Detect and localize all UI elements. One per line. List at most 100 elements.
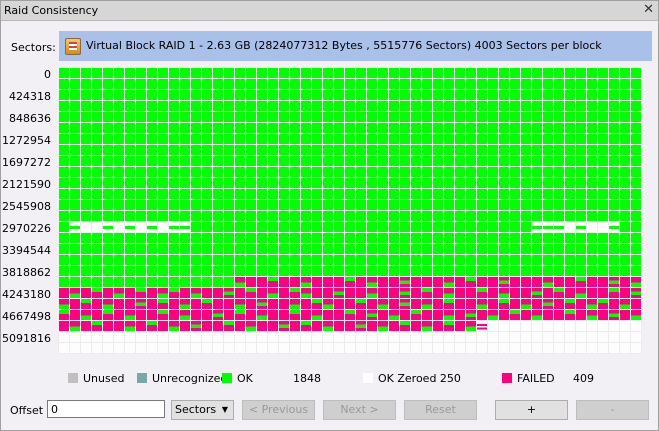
ok-block[interactable]: [477, 189, 487, 199]
ok-block[interactable]: [499, 200, 509, 210]
ok-block[interactable]: [147, 112, 157, 122]
zeroed-block[interactable]: [553, 331, 565, 343]
ok-block[interactable]: [631, 79, 641, 89]
ok-block[interactable]: [213, 167, 223, 177]
ok-block[interactable]: [576, 266, 586, 276]
zeroed-block[interactable]: [245, 342, 257, 354]
ok-block[interactable]: [565, 123, 575, 133]
ok-block[interactable]: [565, 244, 575, 254]
ok-block[interactable]: [202, 255, 212, 265]
ok-block[interactable]: [389, 233, 399, 243]
ok-block[interactable]: [345, 233, 355, 243]
ok-block[interactable]: [114, 189, 124, 199]
ok-block[interactable]: [477, 134, 487, 144]
ok-block[interactable]: [532, 233, 542, 243]
failed-block[interactable]: [235, 321, 245, 331]
failed-block[interactable]: [587, 299, 597, 309]
ok-block[interactable]: [543, 112, 553, 122]
ok-block[interactable]: [510, 79, 520, 89]
ok-block[interactable]: [554, 145, 564, 155]
ok-block[interactable]: [543, 79, 553, 89]
ok-block[interactable]: [587, 255, 597, 265]
failed-block[interactable]: [235, 277, 245, 287]
ok-block[interactable]: [235, 167, 245, 177]
failed-block[interactable]: [323, 310, 333, 320]
ok-block[interactable]: [323, 200, 333, 210]
ok-block[interactable]: [268, 244, 278, 254]
ok-block[interactable]: [554, 101, 564, 111]
ok-block[interactable]: [444, 255, 454, 265]
ok-block[interactable]: [378, 222, 388, 232]
ok-block[interactable]: [576, 167, 586, 177]
ok-block[interactable]: [334, 112, 344, 122]
ok-block[interactable]: [257, 90, 267, 100]
failed-block[interactable]: [455, 310, 465, 320]
failed-block[interactable]: [367, 277, 377, 287]
ok-block[interactable]: [499, 222, 509, 232]
zeroed-block[interactable]: [344, 342, 356, 354]
ok-block[interactable]: [378, 156, 388, 166]
ok-block[interactable]: [499, 123, 509, 133]
ok-block[interactable]: [246, 266, 256, 276]
ok-block[interactable]: [235, 189, 245, 199]
ok-block[interactable]: [257, 156, 267, 166]
ok-block[interactable]: [499, 233, 509, 243]
failed-block[interactable]: [587, 310, 597, 320]
ok-block[interactable]: [279, 101, 289, 111]
zeroed-block[interactable]: [311, 342, 323, 354]
ok-block[interactable]: [609, 255, 619, 265]
failed-block[interactable]: [565, 288, 575, 298]
ok-block[interactable]: [235, 244, 245, 254]
ok-block[interactable]: [444, 200, 454, 210]
ok-block[interactable]: [389, 167, 399, 177]
ok-block[interactable]: [59, 277, 69, 287]
failed-block[interactable]: [543, 277, 553, 287]
failed-block[interactable]: [312, 299, 322, 309]
ok-block[interactable]: [499, 134, 509, 144]
ok-block[interactable]: [356, 156, 366, 166]
ok-block[interactable]: [609, 266, 619, 276]
ok-block[interactable]: [345, 112, 355, 122]
ok-block[interactable]: [631, 123, 641, 133]
failed-block[interactable]: [158, 321, 168, 331]
ok-block[interactable]: [224, 101, 234, 111]
zeroed-block[interactable]: [564, 342, 576, 354]
ok-block[interactable]: [213, 255, 223, 265]
ok-block[interactable]: [631, 167, 641, 177]
ok-block[interactable]: [180, 79, 190, 89]
failed-block[interactable]: [191, 299, 201, 309]
ok-block[interactable]: [70, 134, 80, 144]
ok-block[interactable]: [411, 101, 421, 111]
ok-block[interactable]: [499, 101, 509, 111]
ok-block[interactable]: [103, 255, 113, 265]
ok-block[interactable]: [224, 167, 234, 177]
ok-block[interactable]: [191, 68, 201, 78]
ok-block[interactable]: [389, 123, 399, 133]
ok-block[interactable]: [631, 266, 641, 276]
ok-block[interactable]: [587, 266, 597, 276]
failed-block[interactable]: [103, 299, 113, 309]
ok-block[interactable]: [257, 200, 267, 210]
ok-block[interactable]: [565, 156, 575, 166]
ok-block[interactable]: [367, 211, 377, 221]
ok-block[interactable]: [631, 244, 641, 254]
ok-block[interactable]: [180, 244, 190, 254]
ok-block[interactable]: [631, 178, 641, 188]
ok-block[interactable]: [609, 145, 619, 155]
ok-block[interactable]: [576, 123, 586, 133]
ok-block[interactable]: [620, 266, 630, 276]
ok-block[interactable]: [411, 233, 421, 243]
ok-block[interactable]: [422, 211, 432, 221]
ok-block[interactable]: [323, 167, 333, 177]
sectors-selector[interactable]: Virtual Block RAID 1 - 2.63 GB (28240773…: [59, 31, 652, 61]
ok-block[interactable]: [59, 134, 69, 144]
ok-block[interactable]: [411, 200, 421, 210]
ok-block[interactable]: [158, 156, 168, 166]
ok-block[interactable]: [81, 266, 91, 276]
ok-block[interactable]: [488, 123, 498, 133]
ok-block[interactable]: [389, 112, 399, 122]
failed-block[interactable]: [169, 310, 179, 320]
ok-block[interactable]: [279, 222, 289, 232]
failed-block[interactable]: [268, 277, 278, 287]
ok-block[interactable]: [554, 156, 564, 166]
